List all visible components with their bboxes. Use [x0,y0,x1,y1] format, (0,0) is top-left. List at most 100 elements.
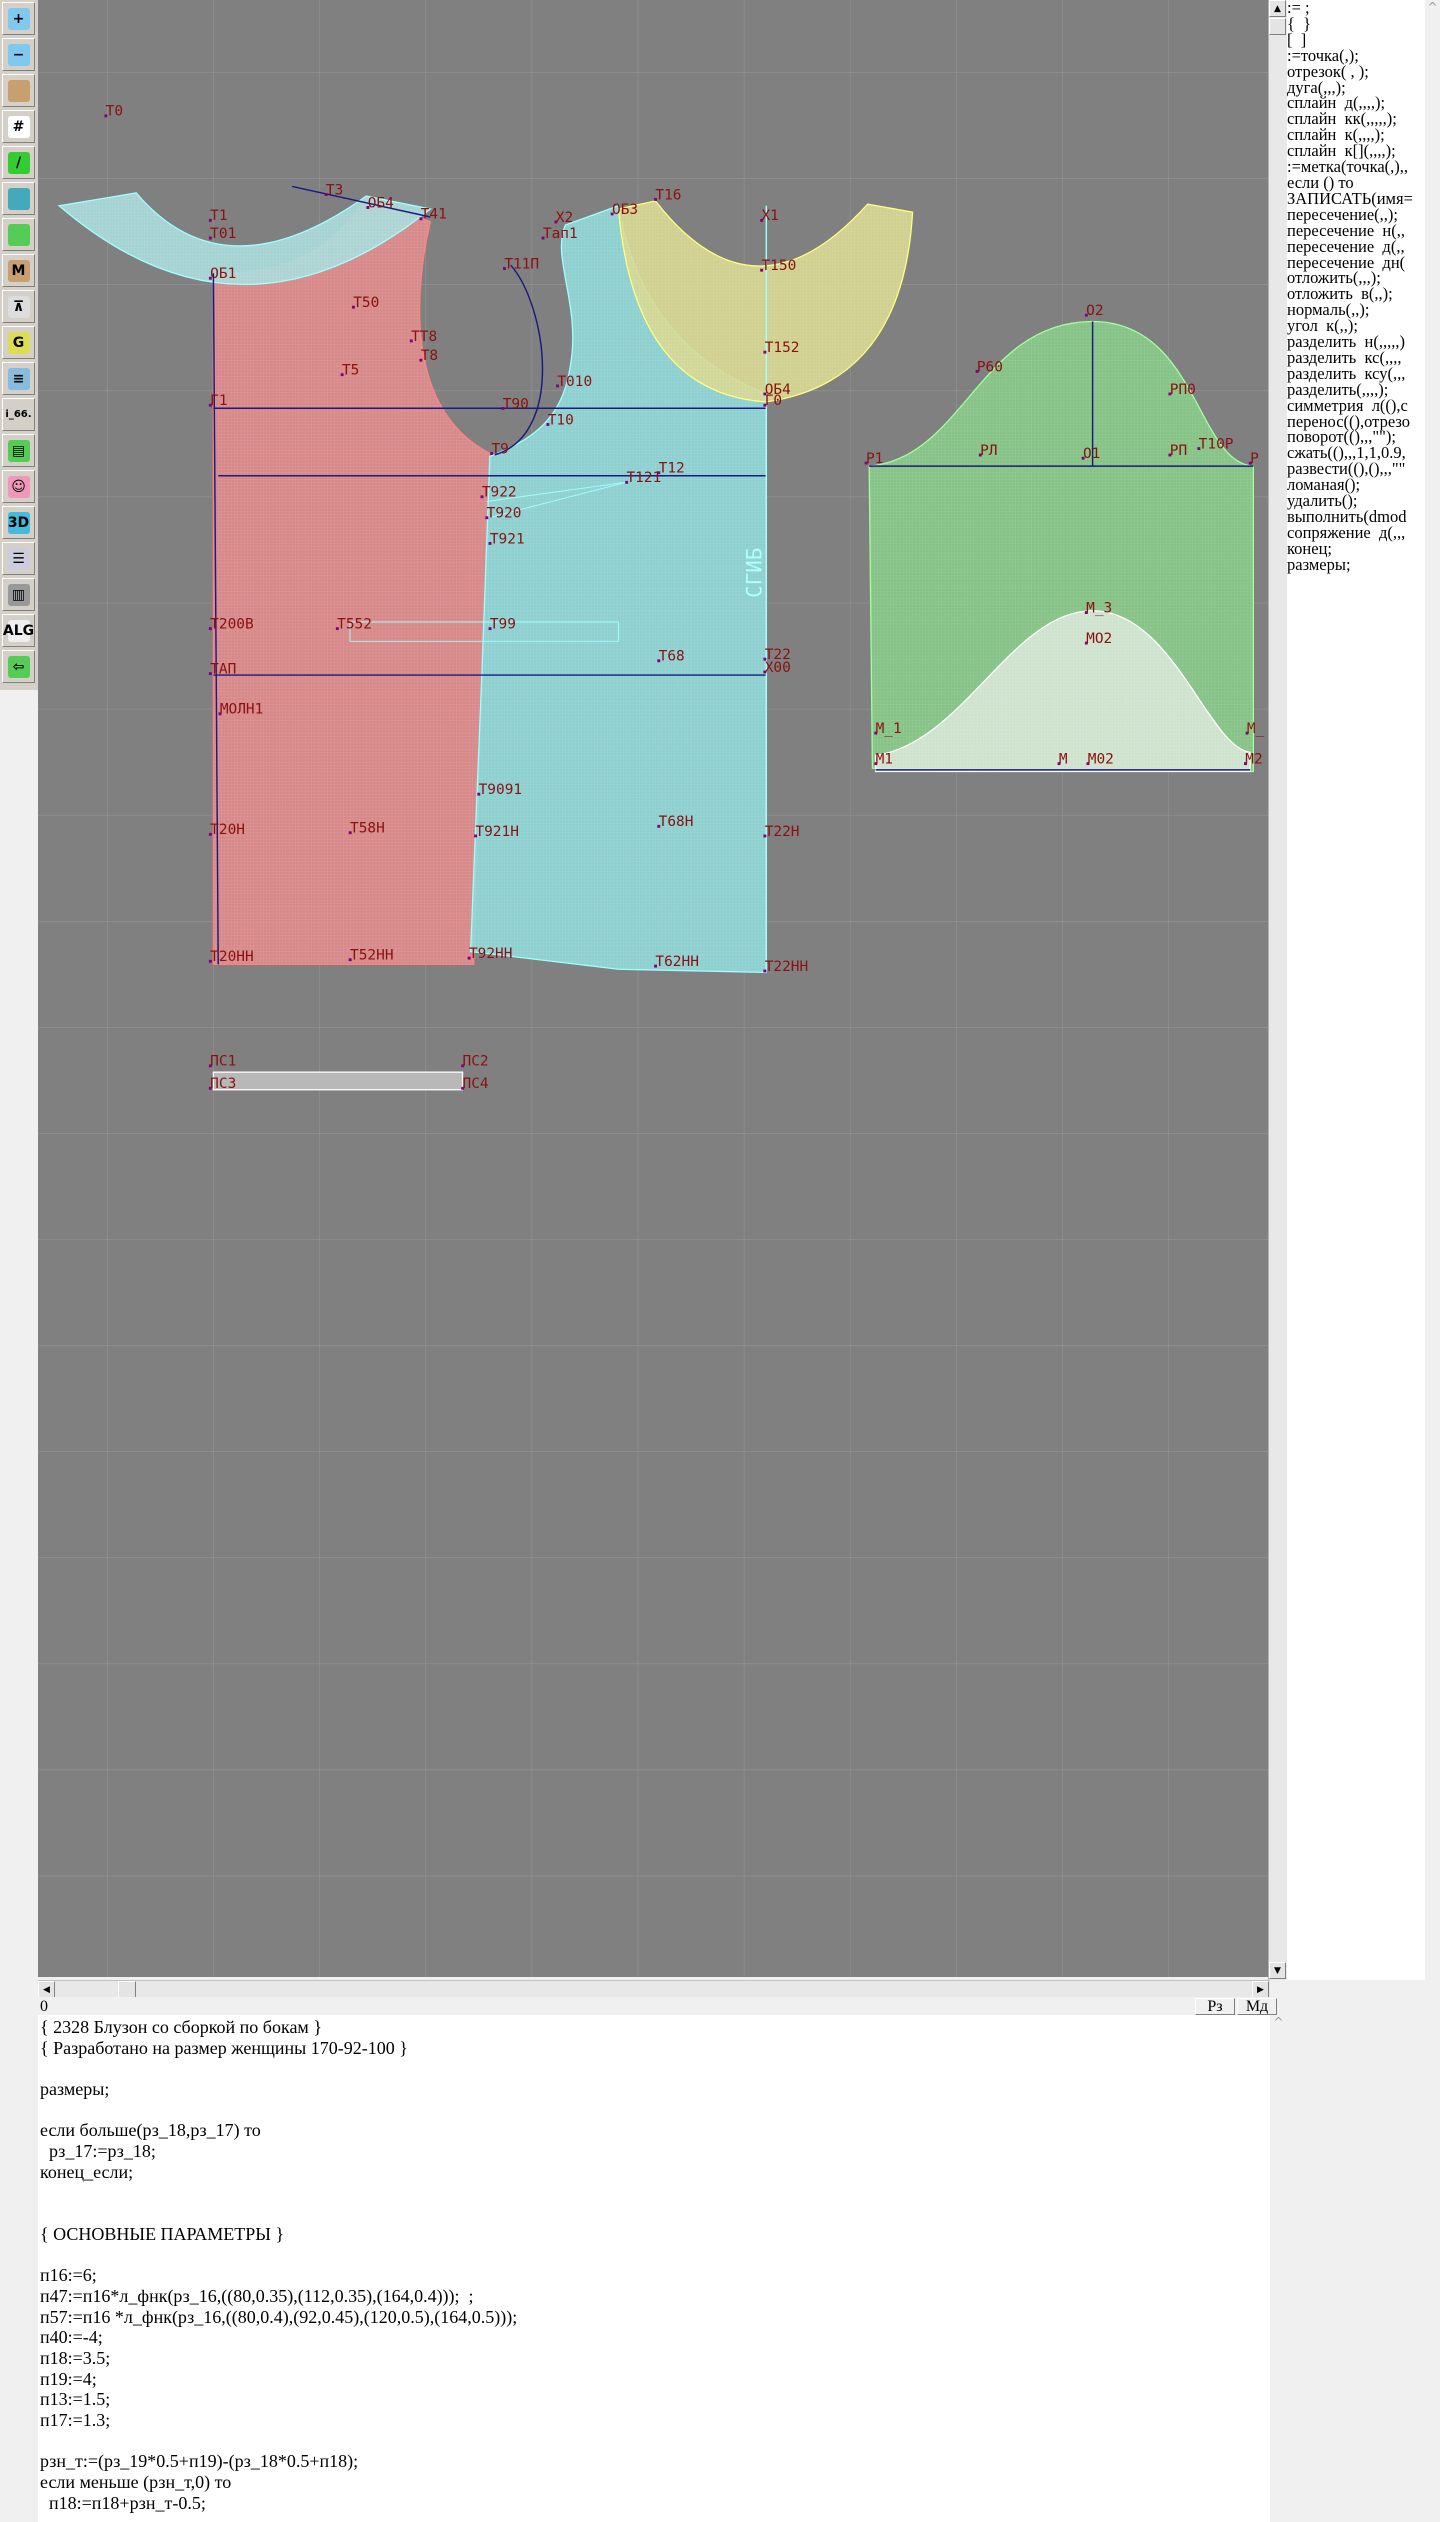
scroll-left-arrow[interactable]: ◀ [38,1981,55,1998]
toolbar-button-ruler[interactable]: ≡ [2,362,35,395]
code-line[interactable]: рзн_т:=(рз_19*0.5+п19)-(рз_18*0.5+п18); [40,2451,359,2472]
point-marker[interactable] [657,659,661,663]
point-marker[interactable] [1245,731,1249,735]
code-line[interactable]: п18:=3.5; [40,2348,111,2368]
command-item[interactable]: конец; [1287,538,1332,558]
point-marker[interactable] [104,114,108,118]
point-marker[interactable] [978,453,982,457]
toolbar-button-model-m[interactable]: M [2,254,35,287]
point-marker[interactable] [208,276,212,280]
code-line[interactable]: размеры; [40,2079,110,2100]
pocket-outline[interactable] [349,621,619,642]
code-line[interactable]: { Разработано на размер женщины 170-92-1… [40,2037,408,2058]
command-item[interactable]: :=метка(точка(,),, [1287,157,1409,177]
point-marker[interactable] [654,198,658,201]
code-line[interactable] [38,2058,1270,2079]
point-marker[interactable] [874,731,878,735]
point-marker[interactable] [541,236,545,240]
command-item[interactable]: разделить н(,,,,,) [1287,332,1406,352]
point-marker[interactable] [480,495,484,499]
size-button[interactable]: Рз [1195,1998,1235,2015]
point-marker[interactable] [1248,461,1252,465]
code-editor[interactable]: { 2328 Блузон со сборкой по бокам }{ Раз… [38,2015,1270,2522]
command-item[interactable]: отрезок( , ); [1287,61,1369,81]
point-marker[interactable] [556,384,559,388]
point-marker[interactable] [763,834,767,838]
toolbar-button-compass[interactable]: ⊼ [2,290,35,323]
point-marker[interactable] [419,217,423,221]
command-item[interactable]: сплайн к(,,,,); [1287,125,1385,145]
point-marker[interactable] [1168,453,1172,457]
point-marker[interactable] [864,461,868,465]
code-line[interactable] [38,2203,1270,2224]
waistband-strip[interactable] [212,1071,464,1091]
point-marker[interactable] [763,403,767,407]
point-marker[interactable] [208,1064,212,1068]
code-line[interactable] [38,2183,1270,2204]
code-line[interactable]: п13:=1.5; [40,2389,111,2410]
code-line[interactable]: п57:=п16 *л_фнк(рз_16,((80,0.4),(92,0.45… [40,2306,518,2327]
command-item[interactable]: симметрия л((),с [1287,395,1408,415]
point-marker[interactable] [208,218,212,222]
point-marker[interactable] [501,406,505,410]
toolbar-button-zoom-in[interactable]: + [2,2,35,35]
command-item[interactable]: отложить в(,,); [1287,284,1393,304]
code-line[interactable]: п47:=п16*л_фнк(рз_16,((80,0.35),(112,0.3… [40,2285,474,2306]
command-item[interactable]: выполнить(dmod [1287,507,1407,526]
command-item[interactable]: удалить(); [1287,491,1358,511]
point-marker[interactable] [208,672,212,676]
code-line[interactable]: { 2328 Блузон со сборкой по бокам } [40,2017,322,2037]
code-line[interactable]: п17:=1.3; [40,2410,111,2431]
command-item[interactable]: сплайн к[](,,,,); [1287,141,1396,161]
scroll-right-arrow[interactable]: ▶ [1252,1981,1269,1998]
point-marker[interactable] [474,834,477,838]
point-marker[interactable] [488,541,492,545]
point-marker[interactable] [503,267,506,271]
code-line[interactable]: п40:=-4; [40,2327,103,2348]
code-line[interactable]: п16:=6; [40,2265,97,2286]
scroll-up-caret-icon[interactable]: ^ [1427,0,1438,14]
point-marker[interactable] [409,339,413,343]
point-marker[interactable] [1086,762,1090,766]
scroll-up-caret-icon[interactable]: ^ [1273,2015,1284,2029]
point-marker[interactable] [554,220,558,224]
pattern-canvas[interactable]: СГИБ Т0 Т3 ОБ4 Т41 Т1 Т01 ОБ1 Т50 ТТ8 Т8 Т5 Г1 Т90 Т1… [38,0,1268,1977]
point-marker[interactable] [208,832,212,836]
point-marker[interactable] [208,627,212,631]
command-item[interactable]: перенос((),отрезо [1287,411,1411,431]
point-marker[interactable] [477,792,481,796]
code-line[interactable] [38,2245,1270,2266]
scroll-up-arrow[interactable]: ▲ [1269,0,1286,17]
canvas-horizontal-scrollbar[interactable]: ◀ ▶ [38,1980,1270,1998]
armhole-curve[interactable] [494,264,544,456]
command-item[interactable]: отложить(,,,); [1287,268,1381,288]
toolbar-button-algorithm-document[interactable]: ALG [2,614,35,647]
code-line[interactable]: п18:=п18+рзн_т-0.5; [40,2492,206,2513]
command-item[interactable]: нормаль(,,); [1287,300,1370,320]
pattern-drawing[interactable]: СГИБ Т0 Т3 ОБ4 Т41 Т1 Т01 ОБ1 Т50 ТТ8 Т8 Т5 Г1 Т90 Т1… [38,0,1268,1977]
point-marker[interactable] [1084,313,1088,317]
point-marker[interactable] [490,451,494,455]
toolbar-button-piece-outline[interactable] [2,218,35,251]
toolbar-button-layer[interactable] [2,182,35,215]
command-item[interactable]: пересечение н(,, [1287,220,1406,240]
point-marker[interactable] [208,959,212,963]
point-marker[interactable] [1081,456,1085,460]
code-line[interactable]: рз_17:=рз_18; [40,2141,156,2162]
point-marker[interactable] [760,268,764,272]
command-item[interactable]: разделить кс(,,,, [1287,347,1402,367]
point-marker[interactable] [348,831,352,835]
point-marker[interactable] [488,627,492,631]
toolbar-button-grid[interactable]: # [2,110,35,143]
point-marker[interactable] [654,964,658,968]
code-line[interactable] [38,2431,1270,2452]
center-back-line[interactable] [212,273,219,965]
code-editor-scrollbar[interactable]: ^ [1270,2015,1287,2520]
point-marker[interactable] [208,1086,212,1090]
point-marker[interactable] [467,956,471,960]
code-line[interactable]: { ОСНОВНЫЕ ПАРАМЕТРЫ } [40,2223,285,2244]
model-button[interactable]: Мд [1237,1998,1277,2015]
command-item[interactable]: сопряжение д(,,, [1287,522,1406,542]
point-marker[interactable] [975,370,979,373]
point-marker[interactable] [546,423,550,426]
